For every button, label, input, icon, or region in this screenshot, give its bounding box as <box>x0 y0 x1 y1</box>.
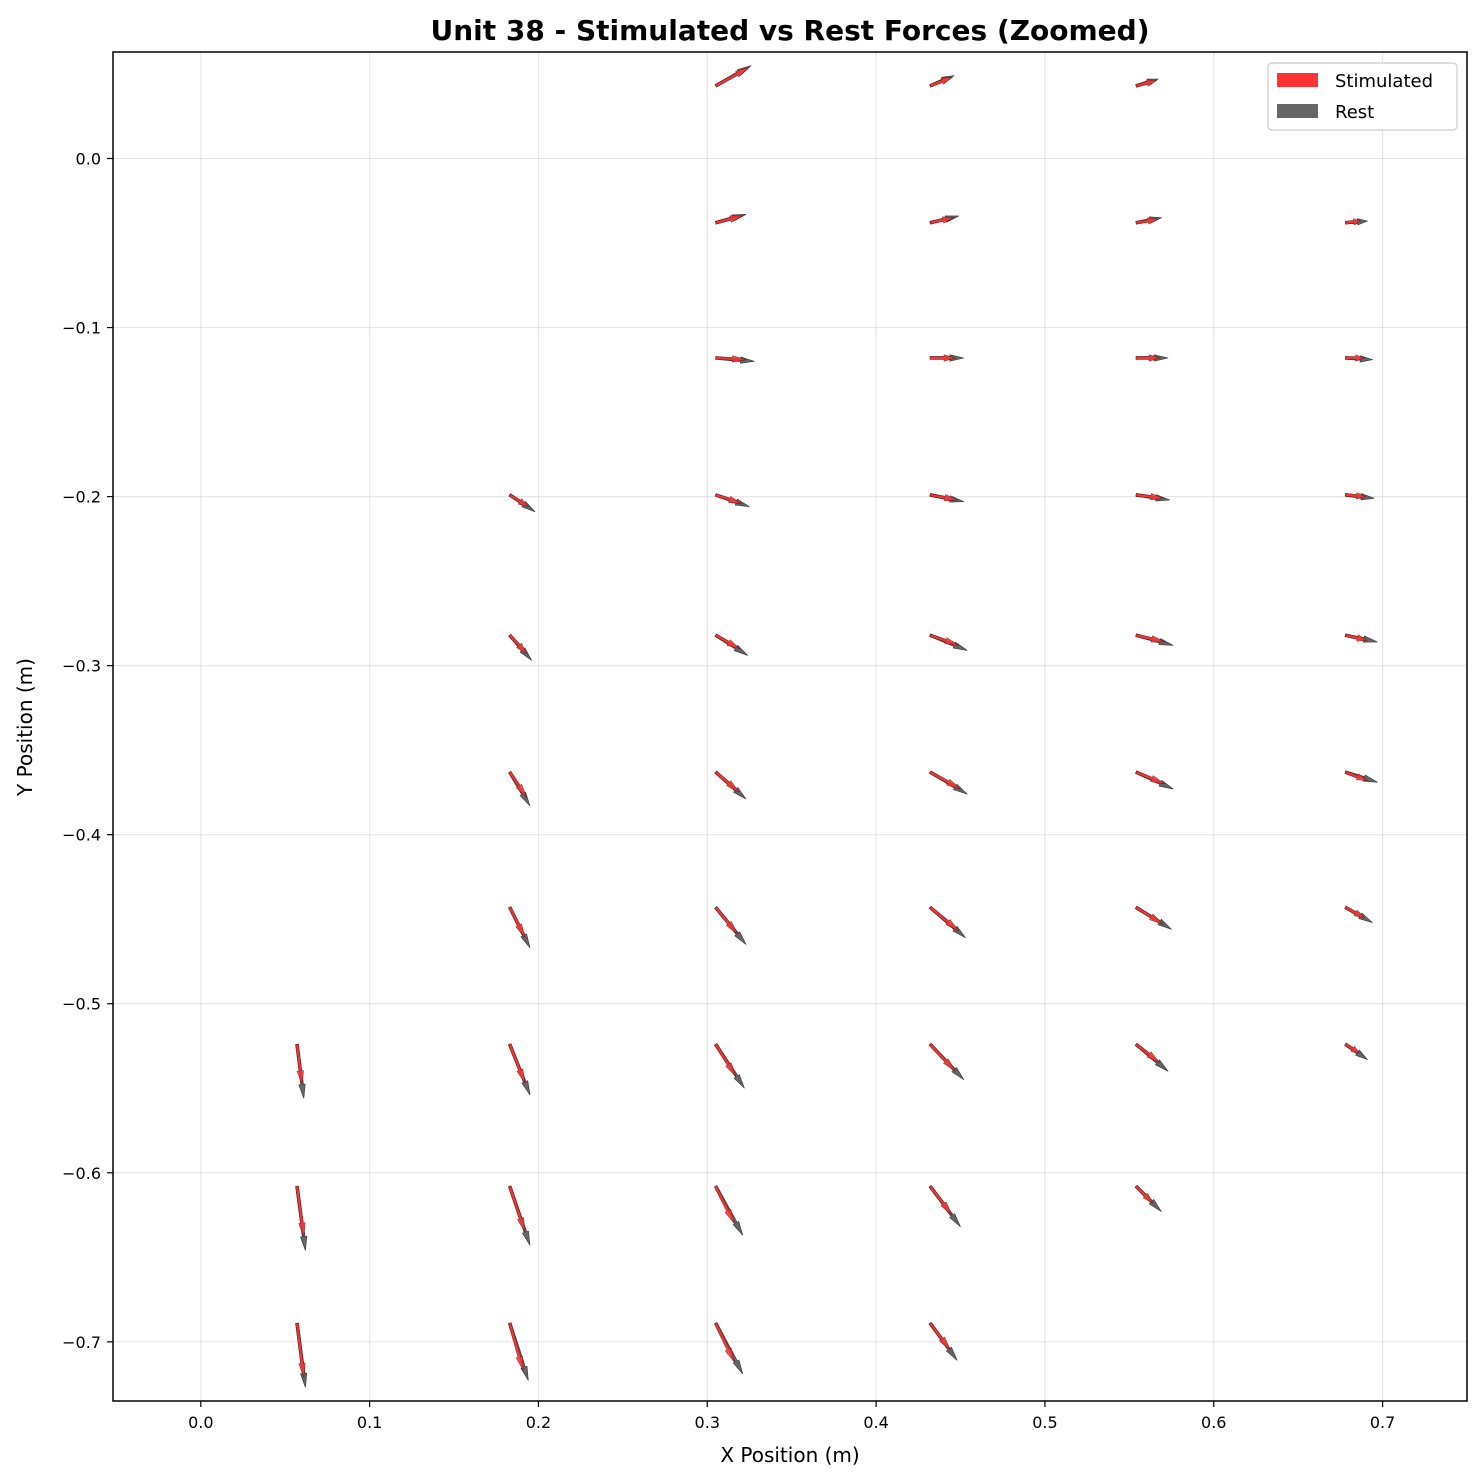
stimulated-arrow <box>714 633 741 650</box>
stimulated-arrow <box>1135 217 1160 225</box>
legend-swatch-stimulated <box>1277 73 1318 87</box>
stimulated-arrow <box>714 770 740 793</box>
stimulated-arrow <box>928 1042 956 1072</box>
x-tick-label: 0.5 <box>1032 1413 1057 1432</box>
x-axis-label: X Position (m) <box>720 1443 859 1467</box>
stimulated-arrow <box>508 906 526 938</box>
stimulated-arrow <box>929 770 961 790</box>
x-tick-label: 0.3 <box>695 1413 720 1432</box>
stimulated-arrow <box>715 215 743 225</box>
stimulated-arrow <box>1135 633 1165 643</box>
stimulated-arrow <box>1344 633 1369 642</box>
stimulated-arrow <box>929 633 959 646</box>
chart-title: Unit 38 - Stimulated vs Rest Forces (Zoo… <box>430 14 1149 47</box>
y-tick-label: −0.3 <box>62 657 101 676</box>
y-tick-label: −0.6 <box>62 1164 101 1183</box>
stimulated-arrow <box>714 493 743 504</box>
x-tick-label: 0.4 <box>863 1413 888 1432</box>
x-axis-ticks: 0.0 0.1 0.2 0.3 0.4 0.5 0.6 0.7 <box>188 1401 1395 1432</box>
stimulated-arrow <box>508 1185 526 1233</box>
plot-frame <box>112 51 1468 1402</box>
y-axis-ticks: 0.0 −0.1 −0.2 −0.3 −0.4 −0.5 −0.6 −0.7 <box>62 150 113 1352</box>
stimulated-arrow <box>1344 905 1365 918</box>
plot-background <box>113 52 1467 1401</box>
stimulated-arrow <box>714 1185 735 1224</box>
stimulated-arrow <box>928 1321 951 1351</box>
stimulated-arrow <box>1344 1042 1360 1054</box>
stimulated-arrow <box>928 1185 953 1216</box>
grid-lines <box>113 52 1467 1401</box>
stimulated-arrow <box>929 493 959 502</box>
stimulated-arrow <box>929 354 957 362</box>
y-tick-label: −0.7 <box>62 1333 101 1352</box>
y-tick-label: −0.4 <box>62 826 101 845</box>
stimulated-arrow <box>929 76 954 88</box>
x-tick-label: 0.6 <box>1201 1413 1226 1432</box>
stimulated-arrow <box>1134 1184 1154 1204</box>
x-tick-label: 0.0 <box>188 1413 213 1432</box>
y-tick-label: −0.5 <box>62 995 101 1014</box>
stimulated-arrow <box>295 1185 306 1238</box>
stimulated-arrow <box>1135 354 1161 362</box>
y-tick-label: −0.1 <box>62 319 101 338</box>
x-tick-label: 0.2 <box>526 1413 551 1432</box>
stimulated-arrow <box>714 1322 735 1363</box>
x-tick-label: 0.7 <box>1370 1413 1395 1432</box>
stimulated-arrow <box>1135 770 1165 785</box>
legend-label-stimulated: Stimulated <box>1335 71 1433 92</box>
stimulated-arrow <box>928 905 960 932</box>
stimulated-arrow <box>715 355 747 363</box>
y-axis-label: Y Position (m) <box>13 658 37 797</box>
stimulated-arrow <box>508 493 530 508</box>
legend: Stimulated Rest <box>1267 62 1458 131</box>
legend-label-rest: Rest <box>1335 102 1374 123</box>
stimulated-arrow <box>508 633 528 655</box>
legend-swatch-rest <box>1277 104 1318 118</box>
stimulated-arrow <box>929 216 955 225</box>
x-tick-label: 0.1 <box>357 1413 382 1432</box>
y-tick-label: 0.0 <box>76 150 101 169</box>
stimulated-arrow <box>1134 905 1164 925</box>
stimulated-arrow <box>295 1043 304 1085</box>
stimulated-arrow <box>714 906 738 935</box>
stimulated-arrow <box>295 1322 306 1378</box>
stimulated-arrow <box>1345 354 1365 362</box>
stimulated-arrow <box>1134 1042 1160 1064</box>
stimulated-arrow <box>1135 493 1165 501</box>
y-tick-label: −0.2 <box>62 488 101 507</box>
stimulated-arrow <box>714 66 750 88</box>
stimulated-arrow <box>508 770 527 798</box>
stimulated-arrow <box>714 1043 737 1077</box>
stimulated-vectors <box>295 66 1369 1378</box>
stimulated-arrow <box>1344 218 1362 226</box>
stimulated-arrow <box>1344 770 1369 781</box>
stimulated-arrow <box>508 1322 524 1371</box>
stimulated-arrow <box>1135 79 1158 88</box>
stimulated-arrow <box>508 1043 526 1084</box>
plot-area <box>112 51 1468 1402</box>
stimulated-arrow <box>1345 492 1367 500</box>
